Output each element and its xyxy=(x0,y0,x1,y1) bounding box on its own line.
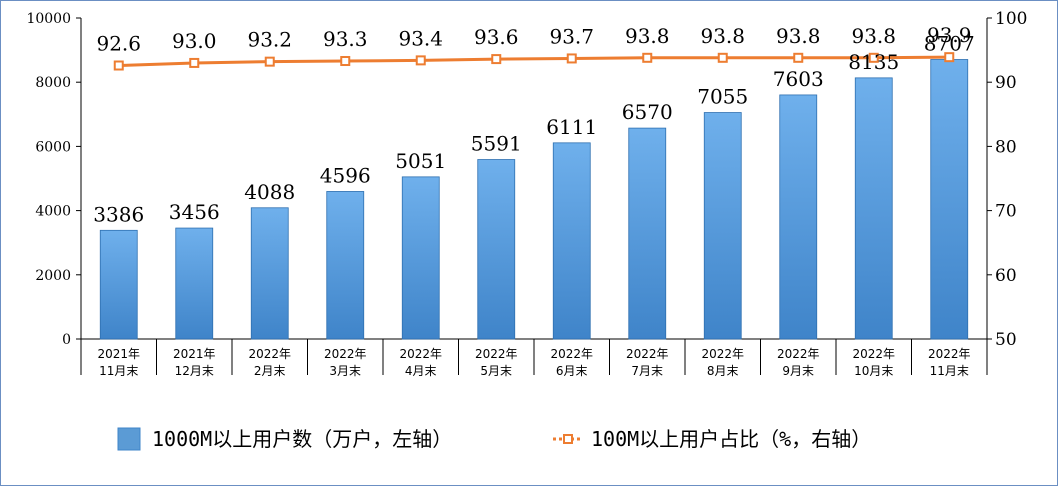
line-marker xyxy=(113,60,124,71)
right-tick-label: 100 xyxy=(995,9,1027,29)
line-series xyxy=(118,55,950,68)
bar xyxy=(401,176,440,340)
bar xyxy=(99,229,138,340)
line-marker xyxy=(793,52,804,63)
category-label-month: 2月末 xyxy=(254,364,286,378)
category-label-year: 2022年 xyxy=(324,347,367,361)
left-tick-label: 6000 xyxy=(35,139,71,155)
line-marker xyxy=(944,52,955,63)
line-value-label: 93.8 xyxy=(625,24,670,48)
legend-line-label: 100M以上用户占比（%，右轴） xyxy=(591,427,871,451)
right-tick-label: 80 xyxy=(995,137,1017,157)
legend-line-marker xyxy=(563,434,573,444)
bar-value-label: 6111 xyxy=(546,115,597,139)
category-label-year: 2022年 xyxy=(475,347,518,361)
bar xyxy=(250,207,289,340)
bar xyxy=(326,191,365,340)
category-label-month: 11月末 xyxy=(99,364,138,378)
line-marker xyxy=(717,52,728,63)
line-marker xyxy=(264,56,275,67)
left-tick-label: 8000 xyxy=(35,75,71,91)
bar-value-label: 8135 xyxy=(848,50,899,74)
line-marker xyxy=(340,56,351,67)
category-label-month: 10月末 xyxy=(854,364,893,378)
axes-group: 0 2000 4000 6000 8000 10000 50 60 70 80 90 100 2021年… xyxy=(26,9,1027,378)
category-label-month: 5月末 xyxy=(480,364,512,378)
category-label-year: 2022年 xyxy=(701,347,744,361)
right-tick-label: 60 xyxy=(995,266,1017,286)
line-group xyxy=(113,52,955,71)
category-label-year: 2022年 xyxy=(399,347,442,361)
bars-group xyxy=(99,59,969,340)
line-marker xyxy=(566,53,577,64)
bar-value-label: 4088 xyxy=(244,180,295,204)
bar-value-label: 3386 xyxy=(93,202,144,226)
category-label-month: 4月末 xyxy=(405,364,437,378)
left-tick-label: 10000 xyxy=(26,11,71,27)
right-tick-label: 70 xyxy=(995,202,1017,222)
category-label-year: 2022年 xyxy=(777,347,820,361)
category-label-year: 2022年 xyxy=(852,347,895,361)
bar-value-label: 7603 xyxy=(773,67,824,91)
line-value-label: 93.8 xyxy=(700,24,745,48)
line-marker xyxy=(868,52,879,63)
legend-group: 1000M以上用户数（万户，左轴） 100M以上用户占比（%，右轴） xyxy=(117,427,871,451)
bar-value-label: 8707 xyxy=(924,32,975,56)
bar xyxy=(930,59,969,340)
category-label-year: 2022年 xyxy=(550,347,593,361)
line-value-label: 93.4 xyxy=(398,26,443,50)
line-marker xyxy=(415,55,426,66)
category-label-month: 7月末 xyxy=(631,364,663,378)
category-label-month: 3月末 xyxy=(329,364,361,378)
bar xyxy=(854,77,893,340)
category-label-year: 2021年 xyxy=(97,347,140,361)
category-label-month: 8月末 xyxy=(707,364,739,378)
category-label-month: 6月末 xyxy=(556,364,588,378)
bar-value-label: 6570 xyxy=(622,100,673,124)
left-tick-label: 4000 xyxy=(35,204,71,220)
bar-value-label: 4596 xyxy=(320,163,371,187)
category-label-month: 12月末 xyxy=(175,364,214,378)
category-label-year: 2021年 xyxy=(173,347,216,361)
left-tick-label: 2000 xyxy=(35,268,71,284)
category-label-year: 2022年 xyxy=(928,347,971,361)
bar xyxy=(175,227,214,340)
line-value-label: 93.8 xyxy=(776,24,821,48)
category-label-month: 9月末 xyxy=(782,364,814,378)
line-value-label: 92.6 xyxy=(96,32,141,56)
bar xyxy=(552,142,591,340)
category-label-month: 11月末 xyxy=(930,364,969,378)
line-value-label: 93.8 xyxy=(851,24,896,48)
line-marker xyxy=(491,54,502,65)
bar xyxy=(477,159,516,340)
line-value-label: 93.0 xyxy=(172,29,217,53)
bar xyxy=(703,112,742,340)
line-value-label: 93.3 xyxy=(323,27,368,51)
left-tick-label: 0 xyxy=(62,332,71,348)
line-marker xyxy=(642,52,653,63)
line-value-label: 93.6 xyxy=(474,25,519,49)
line-value-label: 93.7 xyxy=(549,24,594,48)
line-value-label: 93.2 xyxy=(247,28,292,52)
labels-group: 3386 3456 4088 4596 5051 5591 6111 6570 7055 7603… xyxy=(93,23,974,226)
legend-bar-label: 1000M以上用户数（万户，左轴） xyxy=(152,427,452,451)
category-label-year: 2022年 xyxy=(248,347,291,361)
bar-value-label: 5051 xyxy=(395,149,446,173)
bar-value-label: 3456 xyxy=(169,200,220,224)
bar-value-label: 7055 xyxy=(697,85,748,109)
line-value-label: 93.9 xyxy=(927,23,972,47)
line-marker xyxy=(189,57,200,68)
right-tick-label: 50 xyxy=(995,330,1017,350)
legend-bar-swatch xyxy=(117,427,141,451)
bar xyxy=(779,94,818,340)
bar xyxy=(628,127,667,340)
category-label-year: 2022年 xyxy=(626,347,669,361)
bar-value-label: 5591 xyxy=(471,132,522,156)
right-tick-label: 90 xyxy=(995,73,1017,93)
